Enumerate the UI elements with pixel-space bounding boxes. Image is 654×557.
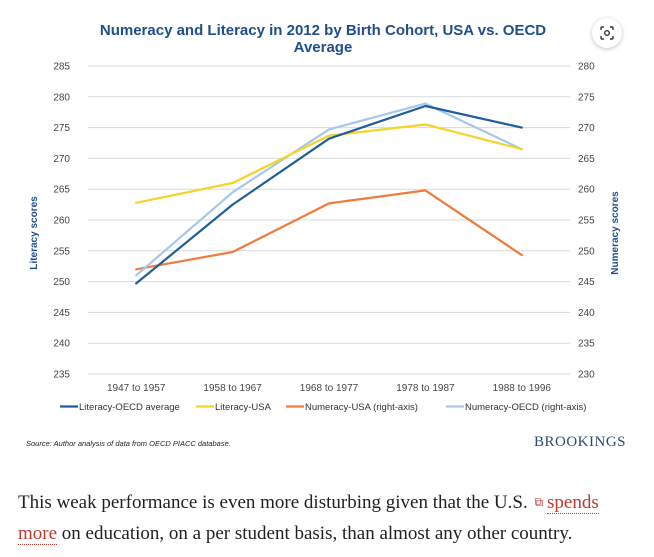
source-note: Source: Author analysis of data from OEC… [26, 439, 231, 448]
left-tick-label: 245 [53, 308, 70, 319]
left-axis-ticks: 235 240 245 250 255 260 265 270 275 280 285 [53, 62, 70, 381]
lens-search-icon [600, 26, 614, 40]
article-paragraph: This weak performance is even more distu… [18, 488, 638, 549]
right-tick-label: 235 [578, 339, 595, 350]
series-line-numeracy-oecd-right-axis [135, 102, 523, 277]
article-text-before: This weak performance is even more distu… [18, 492, 528, 513]
x-axis-ticks: 1947 to 1957 1958 to 1967 1968 to 1977 1978… [107, 383, 551, 394]
chart-card: Numeracy and Literacy in 2012 by Birth C… [18, 8, 636, 456]
right-axis-label: Numeracy scores [610, 191, 621, 275]
left-tick-label: 275 [53, 123, 70, 134]
line-chart: Numeracy and Literacy in 2012 by Birth C… [26, 22, 626, 450]
right-tick-label: 250 [578, 246, 595, 257]
legend: Literacy-OECD average Literacy-USA Numerac… [60, 402, 586, 413]
left-tick-label: 255 [53, 246, 70, 257]
right-tick-label: 240 [578, 308, 595, 319]
x-tick-label: 1988 to 1996 [493, 383, 552, 394]
right-tick-label: 260 [578, 185, 595, 196]
gridlines [88, 65, 570, 375]
legend-entry: Numeracy-OECD (right-axis) [465, 402, 586, 413]
legend-entry: Numeracy-USA (right-axis) [305, 402, 418, 413]
lens-search-button[interactable] [592, 18, 622, 48]
right-tick-label: 265 [578, 154, 595, 165]
spends-more-link[interactable]: spends more [18, 492, 599, 545]
series-line-numeracy-usa-right-axis [135, 189, 523, 271]
left-tick-label: 280 [53, 92, 70, 103]
x-tick-label: 1947 to 1957 [107, 383, 166, 394]
left-tick-label: 250 [53, 277, 70, 288]
left-tick-label: 285 [53, 62, 70, 73]
right-tick-label: 255 [578, 216, 595, 227]
article-text-after: on education, on a per student basis, th… [61, 523, 573, 544]
x-tick-label: 1958 to 1967 [203, 383, 262, 394]
series-lines [135, 102, 523, 285]
right-tick-label: 245 [578, 277, 595, 288]
right-tick-label: 270 [578, 123, 595, 134]
chart-title-line-1: Numeracy and Literacy in 2012 by Birth C… [100, 22, 546, 39]
right-tick-label: 275 [578, 92, 595, 103]
x-tick-label: 1978 to 1987 [396, 383, 455, 394]
left-tick-label: 265 [53, 185, 70, 196]
right-tick-label: 230 [578, 370, 595, 381]
left-tick-label: 270 [53, 154, 70, 165]
brookings-logo: BROOKINGS [534, 434, 626, 450]
right-axis-ticks: 230 235 240 245 250 255 260 265 270 275 280 [578, 62, 595, 381]
left-tick-label: 240 [53, 339, 70, 350]
chart-title-line-2: Average [294, 39, 353, 56]
x-tick-label: 1968 to 1977 [300, 383, 359, 394]
series-line-literacy-oecd-average [135, 104, 523, 285]
left-axis-label: Literacy scores [29, 196, 40, 270]
legend-entry: Literacy-OECD average [79, 402, 180, 413]
left-tick-label: 235 [53, 370, 70, 381]
left-tick-label: 260 [53, 216, 70, 227]
series-line-literacy-usa [135, 123, 523, 204]
right-tick-label: 280 [578, 62, 595, 73]
external-link-icon: ⧉ [534, 495, 544, 509]
legend-entry: Literacy-USA [215, 402, 272, 413]
